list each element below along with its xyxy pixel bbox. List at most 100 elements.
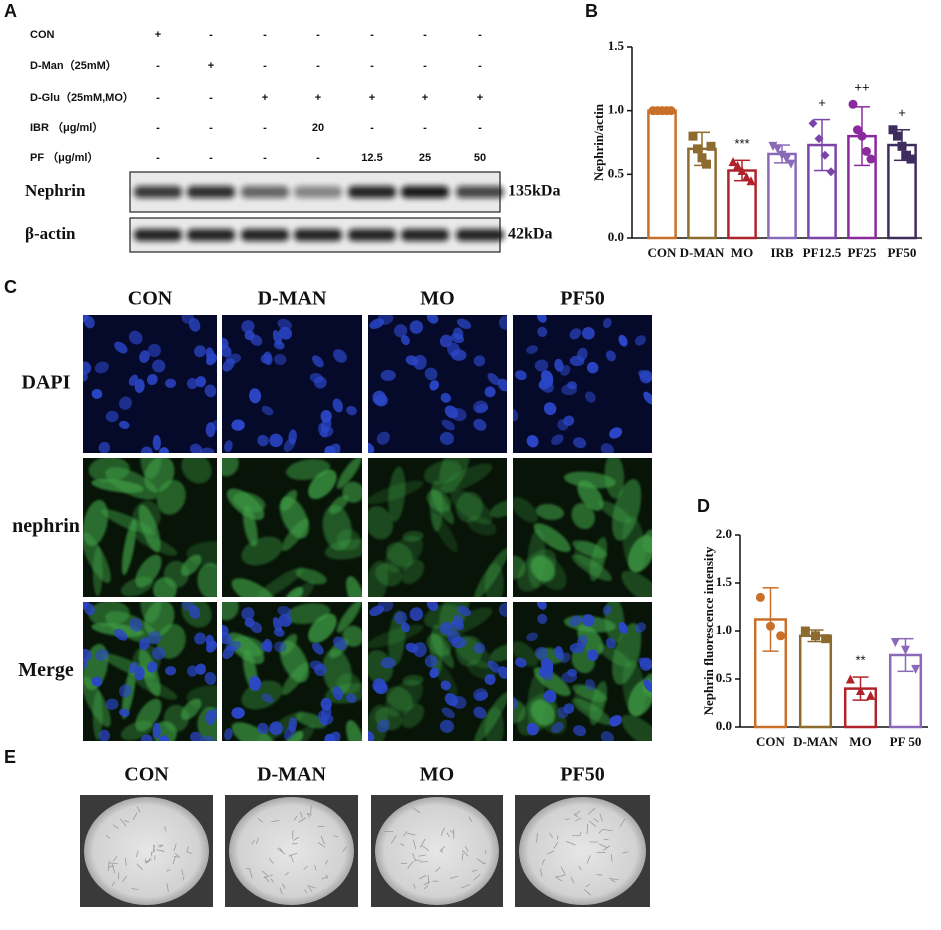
nucleus <box>453 327 464 340</box>
nucleus <box>634 335 647 346</box>
cell-stain <box>535 503 564 521</box>
nucleus <box>91 676 103 687</box>
cell-outline <box>622 851 629 854</box>
data-point <box>776 631 786 641</box>
nucleus <box>194 345 206 358</box>
cell-outline <box>553 841 559 849</box>
nucleus <box>244 617 255 628</box>
data-point <box>766 621 775 631</box>
nucleus <box>441 707 455 719</box>
micrograph <box>513 458 652 597</box>
data-point <box>733 160 742 170</box>
nucleus <box>643 679 652 693</box>
data-point <box>706 141 716 151</box>
nucleus <box>222 358 235 372</box>
nucleus <box>152 359 166 373</box>
cell-outline <box>112 855 118 862</box>
y-tick-label: 2.0 <box>716 526 732 541</box>
blot-band <box>241 229 289 241</box>
nucleus <box>426 315 439 324</box>
nucleus <box>128 617 143 632</box>
cell-outline <box>249 868 253 879</box>
nucleus <box>263 351 273 366</box>
nucleus <box>257 722 269 735</box>
cell-outline <box>449 875 459 879</box>
cell-outline <box>461 884 470 889</box>
cell-outline <box>298 817 307 823</box>
nucleus <box>91 388 103 400</box>
cell-outline <box>419 861 428 863</box>
cell-outline <box>471 869 478 872</box>
data-point <box>693 144 702 154</box>
nucleus <box>369 605 385 617</box>
nucleus <box>278 613 293 627</box>
nucleus <box>128 330 143 345</box>
nucleus <box>537 326 548 337</box>
cell-stain <box>598 500 632 524</box>
nucleus <box>456 318 472 330</box>
cell-outline <box>173 855 179 858</box>
column-header: D-MAN <box>257 764 326 786</box>
y-tick-label: 1.0 <box>608 102 624 117</box>
nucleus <box>105 698 119 710</box>
cell-outline <box>536 832 538 843</box>
nucleus <box>195 376 207 388</box>
micrograph <box>222 458 362 597</box>
cell-stain <box>222 602 239 621</box>
cell-outline <box>586 823 589 834</box>
nucleus <box>195 663 207 675</box>
nucleus <box>602 605 612 616</box>
treatment-cell: - <box>209 92 213 104</box>
cell-outline <box>165 869 171 872</box>
nucleus <box>585 391 596 403</box>
micrograph <box>513 315 652 453</box>
cell-outline <box>412 807 421 814</box>
nucleus <box>639 657 652 671</box>
cell-outline <box>556 835 559 840</box>
nucleus <box>147 343 161 358</box>
nucleus <box>538 664 554 678</box>
nucleus <box>222 645 235 660</box>
micrograph <box>368 315 507 453</box>
treatment-label: IBR （μg/ml） <box>30 121 103 134</box>
cell-stain <box>232 636 266 657</box>
treatment-cell: 50 <box>474 152 486 164</box>
nucleus <box>380 657 396 669</box>
nucleus <box>118 708 130 717</box>
nucleus <box>400 335 410 346</box>
data-point <box>845 674 855 684</box>
blot-band <box>348 229 396 241</box>
treatment-cell: - <box>316 29 320 41</box>
panel-label: A <box>4 1 17 21</box>
nucleus <box>320 714 334 726</box>
cell-outline <box>284 871 290 876</box>
cell-outline <box>574 813 579 818</box>
blot-band <box>401 186 449 198</box>
nucleus <box>573 437 587 449</box>
cell-outline <box>156 849 165 852</box>
data-point <box>866 690 876 700</box>
nucleus <box>332 686 343 701</box>
nucleus <box>346 405 357 416</box>
y-tick-label: 0.0 <box>716 718 732 733</box>
nucleus <box>497 666 507 679</box>
x-tick-label: D-MAN <box>680 245 725 260</box>
treatment-cell: 20 <box>312 122 324 134</box>
data-point <box>773 144 782 154</box>
micrograph <box>513 602 652 741</box>
cell-outline <box>399 843 405 847</box>
significance: ++ <box>854 80 869 95</box>
cell-outline <box>602 828 613 832</box>
nucleus <box>586 649 599 661</box>
cell-outline <box>109 862 118 865</box>
nucleus <box>231 419 245 431</box>
cell-outline <box>549 832 553 838</box>
cell-outline <box>317 842 326 848</box>
cell-outline <box>175 853 181 859</box>
cell-outline <box>573 810 581 816</box>
nucleus <box>309 372 324 384</box>
cell-outline <box>461 849 469 857</box>
data-point <box>820 150 830 160</box>
significance: *** <box>734 136 749 151</box>
y-axis-label: Nephrin/actin <box>591 103 606 181</box>
